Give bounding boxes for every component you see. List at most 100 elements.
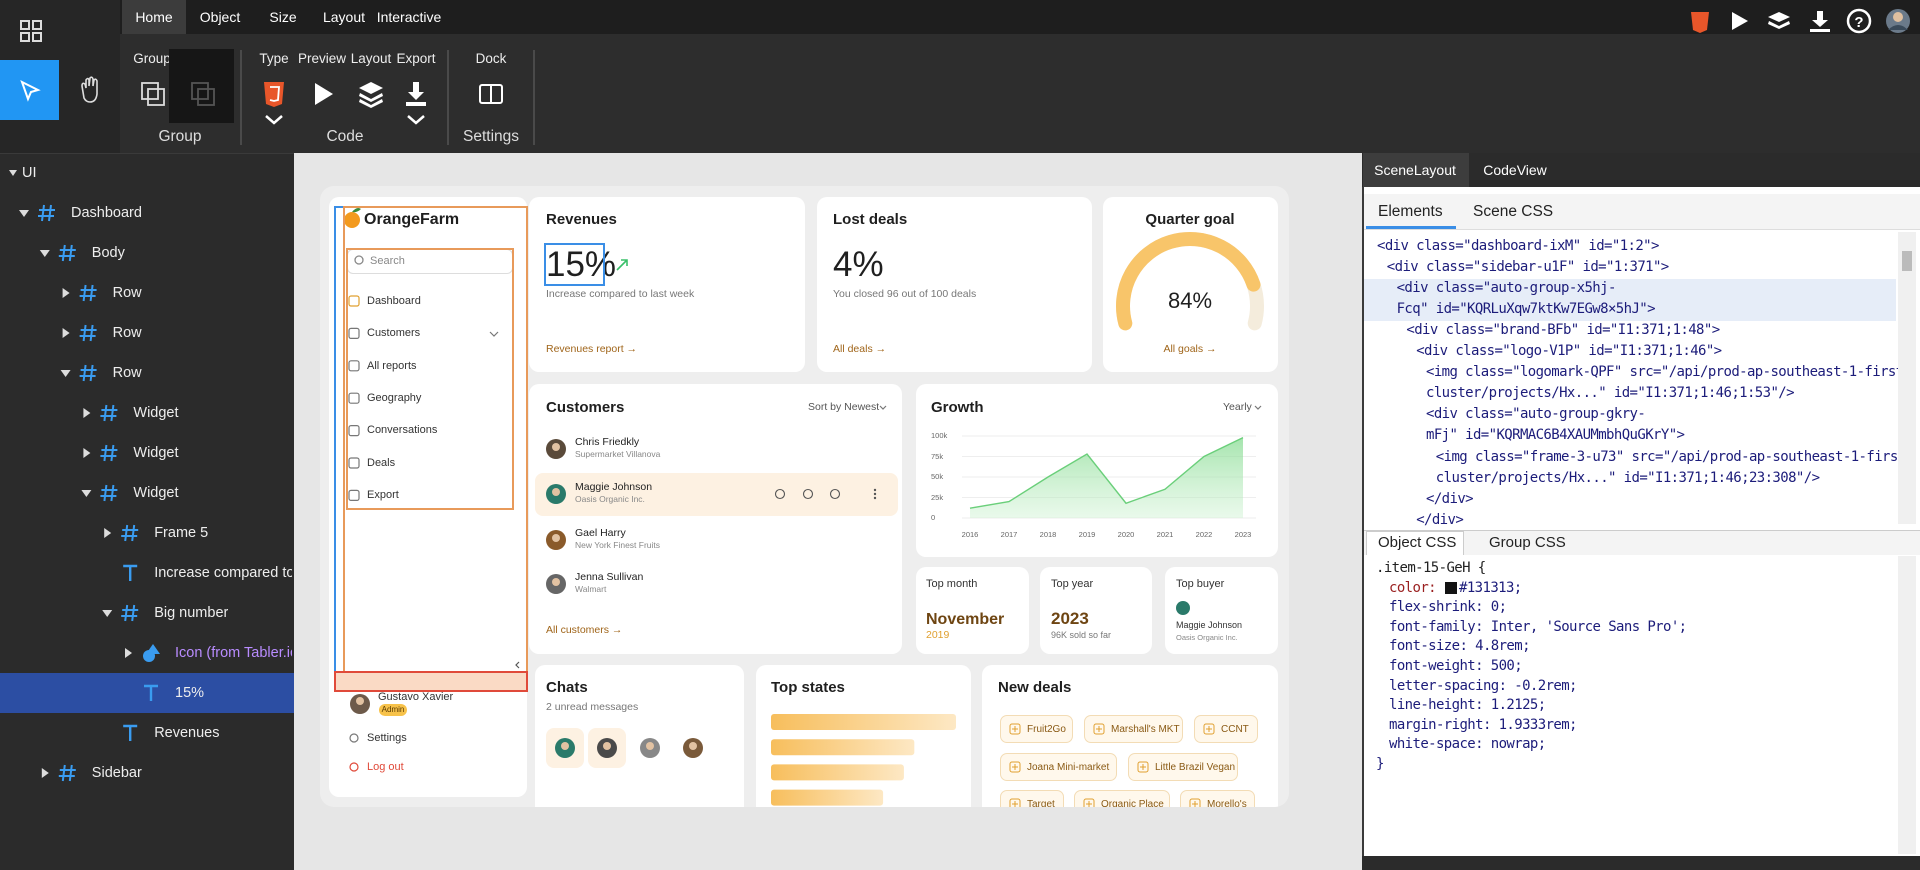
layer-item[interactable]: 15%: [175, 684, 205, 701]
layer-item[interactable]: Increase compared to: [154, 564, 292, 581]
layer-item[interactable]: Icon (from Tabler.ic: [175, 644, 292, 661]
elements-tab[interactable]: Elements: [1378, 202, 1443, 220]
ribbon-button-label[interactable]: Preview: [297, 51, 347, 67]
layer-item[interactable]: Widget: [133, 404, 179, 421]
chip-icon: [1203, 723, 1215, 735]
avatar-face: [552, 578, 560, 586]
search-icon: [354, 255, 364, 265]
css-property: color:: [1389, 579, 1437, 596]
layer-item[interactable]: Row: [112, 324, 142, 341]
layer-item[interactable]: Widget: [133, 444, 179, 461]
row-action: [829, 488, 841, 500]
card-title: Top month: [926, 577, 978, 590]
code-line: <img class="frame-3-u73" src="/api/prod-…: [1435, 448, 1914, 465]
card-link[interactable]: Revenues report →: [546, 343, 638, 356]
tab-underline: [1366, 226, 1456, 229]
deal-name: Marshall's MKT: [1111, 723, 1180, 735]
menu-tab[interactable]: Size: [269, 8, 297, 25]
logo-leaf: [352, 208, 361, 213]
menu-tab[interactable]: Layout: [322, 8, 366, 25]
layer-item[interactable]: Dashboard: [71, 204, 142, 221]
css-line: letter-spacing: -0.2rem;: [1389, 677, 1577, 694]
code-line: cluster/projects/Hx..." id="I1:371;1:46;…: [1426, 385, 1795, 402]
footer-nav[interactable]: Log out: [367, 760, 404, 773]
layer-item[interactable]: Sidebar: [91, 764, 142, 781]
css-tab-active: [1366, 531, 1464, 555]
menu-tab[interactable]: Object: [199, 8, 241, 25]
card-link[interactable]: All customers →: [546, 624, 623, 637]
deal-chip[interactable]: [1128, 753, 1238, 781]
css-tab[interactable]: Group CSS: [1489, 534, 1566, 552]
deal-chip[interactable]: [1000, 790, 1064, 807]
state-bar: [771, 789, 884, 806]
layer-item[interactable]: Body: [91, 244, 125, 261]
y-tick-label: 0: [931, 513, 936, 523]
layer-panel: [0, 153, 294, 870]
card-link[interactable]: All deals →: [833, 343, 887, 356]
gauge-value: [1116, 232, 1261, 331]
card-title: Top states: [771, 679, 845, 697]
scroll-thumb: [1902, 251, 1912, 271]
highlight-sub: 2019: [926, 629, 950, 642]
ribbon-button-label[interactable]: Group: [133, 51, 171, 67]
layer-selected: [0, 673, 294, 713]
card-title: Top year: [1051, 577, 1094, 590]
chevron: [879, 405, 887, 410]
nav-icon: [348, 360, 360, 372]
css-line: white-space: nowrap;: [1389, 736, 1546, 753]
chip-icon: [1137, 761, 1149, 773]
row-action: [802, 488, 814, 500]
y-tick-label: 100k: [931, 431, 948, 441]
deal-chip[interactable]: [1194, 715, 1258, 743]
deal-chip[interactable]: [1180, 790, 1255, 807]
highlight-value: 2023: [1051, 608, 1089, 628]
code-line: </div>: [1416, 511, 1464, 528]
sort-select[interactable]: Sort by Newest: [808, 401, 880, 414]
elements-tab[interactable]: Scene CSS: [1473, 202, 1554, 220]
period-select[interactable]: Yearly: [1223, 401, 1252, 414]
layer-item[interactable]: Row: [112, 364, 142, 381]
ribbon-button-label[interactable]: Export: [396, 51, 436, 67]
ribbon-button-label[interactable]: Dock: [475, 51, 507, 67]
ribbon-button-label[interactable]: Layout: [350, 51, 392, 67]
card-note: You closed 96 out of 100 deals: [833, 288, 977, 301]
avatar-face: [561, 742, 569, 750]
state-bar: [771, 764, 904, 781]
x-tick-label: 2018: [1039, 530, 1057, 540]
chip-plus: [1192, 801, 1198, 807]
css-line: line-height: 1.2125;: [1389, 697, 1546, 714]
highlight-value: November: [926, 610, 1005, 628]
menu-tab[interactable]: Home: [135, 8, 173, 25]
state-bar: [771, 739, 915, 756]
css-line: font-family: Inter, 'Source Sans Pro';: [1389, 618, 1687, 635]
deal-name: Fruit2Go: [1027, 723, 1066, 735]
role-badge: [379, 704, 407, 716]
card-note: Increase compared to last week: [546, 288, 695, 301]
css-line: }: [1376, 755, 1384, 772]
layer-item[interactable]: Row: [112, 284, 142, 301]
footer-nav[interactable]: Settings: [367, 731, 407, 744]
growth-line: [969, 437, 1244, 509]
customer-company: New York Finest Fruits: [575, 540, 661, 551]
panel-tab[interactable]: CodeView: [1483, 161, 1547, 178]
layer-item[interactable]: Revenues: [154, 724, 220, 741]
chip-plus: [1096, 726, 1102, 732]
avatar-face: [552, 488, 560, 496]
layer-item[interactable]: Big number: [154, 604, 229, 621]
chip-icon: [1009, 723, 1021, 735]
layer-item[interactable]: Frame 5: [154, 524, 209, 541]
panel-tab[interactable]: SceneLayout: [1374, 161, 1456, 178]
card-link[interactable]: All goals →: [1163, 343, 1217, 356]
menu-tab[interactable]: Interactive: [376, 8, 442, 25]
more-dot: [873, 496, 877, 500]
ribbon-button-label[interactable]: Type: [259, 51, 289, 67]
tab-active: [122, 0, 186, 34]
code-line: </div>: [1426, 490, 1474, 507]
chip-plus: [1086, 801, 1092, 807]
growth-area: [970, 437, 1243, 518]
layer-item[interactable]: Widget: [133, 484, 179, 501]
ribbon-button-label[interactable]: Ungroup: [177, 51, 229, 67]
css-tab[interactable]: Object CSS: [1378, 534, 1457, 552]
x-tick-label: 2019: [1078, 530, 1096, 540]
deal-chip[interactable]: [1074, 790, 1170, 807]
